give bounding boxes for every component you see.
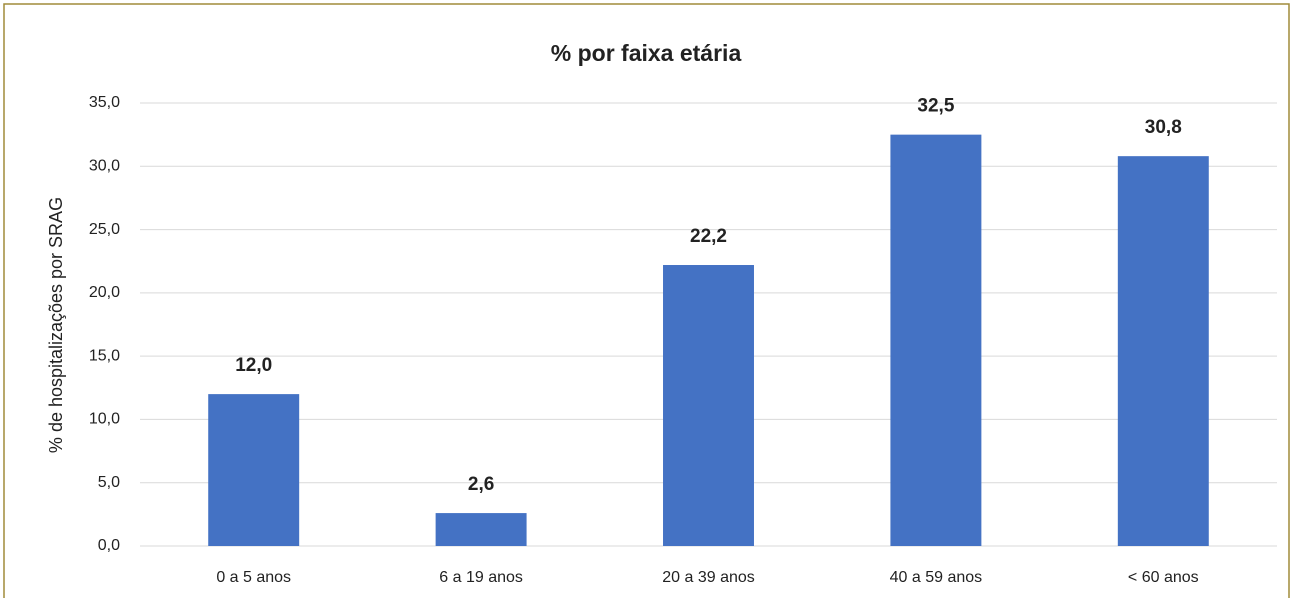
chart-border: [3, 3, 1290, 598]
y-tick-label: 30,0: [89, 158, 120, 175]
y-tick-label: 5,0: [98, 474, 120, 491]
y-tick-label: 0,0: [98, 537, 120, 554]
data-label: 30,8: [1145, 117, 1182, 138]
bar: [1117, 156, 1209, 546]
y-tick-label: 20,0: [89, 284, 120, 301]
bar: [435, 513, 527, 546]
x-tick-label: 20 a 39 anos: [662, 569, 755, 586]
x-tick-label: 6 a 19 anos: [439, 569, 523, 586]
bar: [663, 265, 754, 546]
y-tick-label: 25,0: [89, 221, 120, 238]
data-label: 22,2: [690, 226, 727, 247]
bar: [208, 394, 300, 546]
x-tick-label: 0 a 5 anos: [216, 569, 291, 586]
x-tick-label: < 60 anos: [1128, 569, 1199, 586]
data-label: 32,5: [917, 96, 954, 117]
y-tick-label: 10,0: [89, 411, 120, 428]
y-tick-label: 35,0: [89, 94, 120, 111]
data-label: 12,0: [235, 355, 272, 376]
y-tick-label: 15,0: [89, 347, 120, 364]
bar: [890, 134, 982, 546]
chart-title: % por faixa etária: [551, 40, 742, 66]
y-axis-label: % de hospitalizações por SRAG: [46, 197, 66, 453]
data-label: 2,6: [468, 474, 494, 495]
x-tick-label: 40 a 59 anos: [890, 569, 983, 586]
